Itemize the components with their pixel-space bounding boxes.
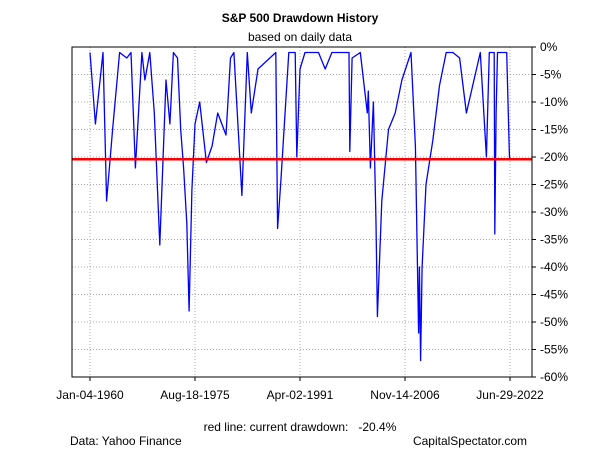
- y-tick-label: -55%: [540, 343, 568, 357]
- grid-lines: [72, 46, 532, 378]
- drawdown-series-line: [89, 51, 511, 362]
- y-tick-label: -50%: [540, 315, 568, 329]
- y-tick-label: -20%: [540, 150, 568, 164]
- series-group: [89, 51, 511, 362]
- y-tick-label: -40%: [540, 260, 568, 274]
- site-credit: CapitalSpectator.com: [413, 434, 527, 448]
- x-tick-label: Jan-04-1960: [56, 388, 124, 402]
- x-axis: Jan-04-1960 Aug-18-1975 Apr-02-1991 Nov-14-…: [56, 377, 544, 402]
- current-drawdown-note: red line: current drawdown: -20.4%: [204, 420, 397, 434]
- y-tick-label: -10%: [540, 95, 568, 109]
- y-tick-label: -5%: [540, 68, 562, 82]
- y-tick-label: -30%: [540, 205, 568, 219]
- y-axis: 0% -5% -10% -15% -20% -25% -30% -35% -40% -45% -50…: [532, 40, 568, 384]
- chart-subtitle: based on daily data: [248, 30, 352, 44]
- y-tick-label: -15%: [540, 123, 568, 137]
- data-source: Data: Yahoo Finance: [70, 434, 182, 448]
- y-tick-label: 0%: [540, 40, 558, 54]
- y-tick-label: -45%: [540, 288, 568, 302]
- y-tick-label: -35%: [540, 233, 568, 247]
- x-tick-label: Jun-29-2022: [476, 388, 544, 402]
- x-tick-label: Apr-02-1991: [267, 388, 334, 402]
- y-tick-label: -60%: [540, 370, 568, 384]
- chart-title: S&P 500 Drawdown History: [222, 11, 379, 25]
- x-tick-label: Aug-18-1975: [160, 388, 230, 402]
- x-tick-label: Nov-14-2006: [370, 388, 440, 402]
- y-tick-label: -25%: [540, 178, 568, 192]
